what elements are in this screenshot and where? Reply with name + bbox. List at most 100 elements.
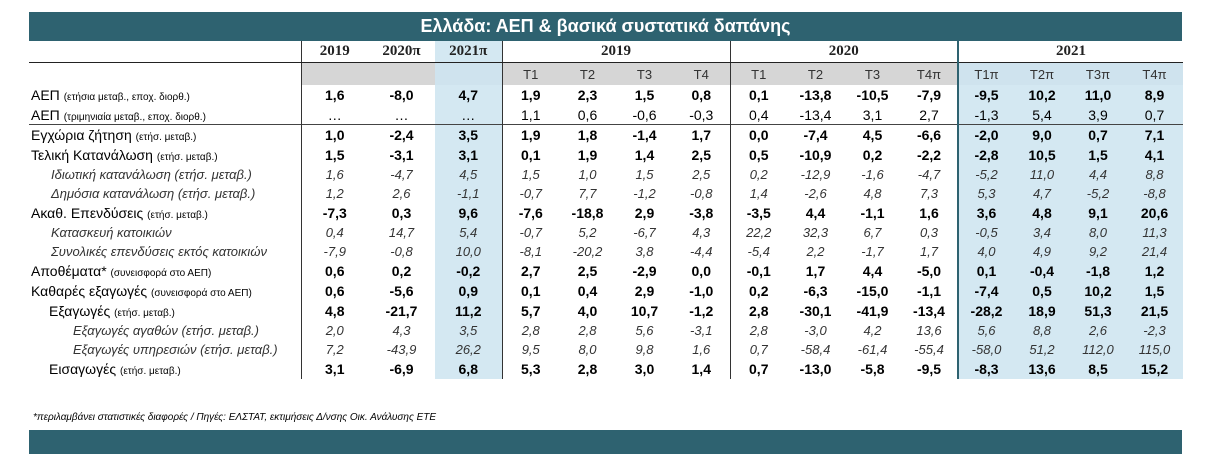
table-cell: 0,0 [691,263,711,279]
quarter-header: Τ2 [559,62,616,85]
table-cell: 5,6 [957,321,1014,340]
table-cell: 9,2 [1070,242,1126,261]
row-label-text: Κατασκευή κατοικιών [51,225,172,240]
table-cell: 1,7 [919,244,939,259]
table-cell: 0,3 [391,205,412,221]
table-cell: 6,8 [435,359,502,379]
table-cell: -41,9 [856,303,889,319]
row-label-text: Τελική Κατανάλωση [31,147,153,163]
table-row: Καθαρές εξαγωγές (συνεισφορά στο ΑΕΠ) 0,6… [29,281,1183,301]
row-label-note: (συνεισφορά στο ΑΕΠ) [151,288,252,299]
quarter-header: Τ4 [673,62,730,85]
table-cell: 4,4 [805,205,826,221]
row-label: Εισαγωγές (ετήσ. μεταβ.) [29,359,301,379]
table-cell: -4,7 [917,167,941,182]
year-group-header: 2021 [957,41,1183,63]
row-label: Εγχώρια ζήτηση (ετήσ. μεταβ.) [29,124,301,145]
table-cell: 2,8 [729,321,787,340]
table-cell: 2,3 [577,87,598,103]
table-cell: 4,5 [435,165,502,184]
table-cell: … [435,105,502,125]
table-row: Συνολικές επενδύσεις εκτός κατοικιών -7,9… [29,242,1183,261]
table-cell: 2,7 [919,106,939,123]
table-cell: 4,4 [1070,165,1126,184]
table-cell: 1,9 [577,147,598,163]
quarter-header: Τ4π [1126,62,1183,85]
table-cell: 3,8 [635,244,654,259]
row-label: Τελική Κατανάλωση (ετήσ. μεταβ.) [29,145,301,165]
table-cell: -7,9 [300,242,368,261]
table-cell: 0,1 [501,145,559,165]
table-cell: -1,4 [616,124,673,145]
row-label: ΑΕΠ (τριμηνιαία μεταβ., εποχ. διορθ.) [29,105,301,125]
table-cell: -5,0 [916,263,942,279]
table-cell: 2,9 [634,205,655,221]
table-cell: 26,2 [435,340,502,359]
table-frame: Ελλάδα: ΑΕΠ & βασικά συστατικά δαπάνης 2… [29,12,1183,454]
row-label-text: Συνολικές επενδύσεις εκτός κατοικιών [51,244,267,259]
table-cell: -7,4 [787,124,844,145]
table-cell: -5,2 [957,165,1014,184]
table-cell: 1,8 [559,124,616,145]
quarter-header: Τ1 [501,62,559,85]
table-cell: 4,5 [844,124,901,145]
table-cell: 1,0 [578,167,597,182]
table-cell: -7,4 [957,281,1014,301]
table-cell: 1,5 [1126,281,1183,301]
row-label-text: Εισαγωγές [49,361,117,377]
table-cell: 2,7 [501,261,559,281]
table-row: Δημόσια κατανάλωση (ετήσ. μεταβ.) 1,2 2,6 -… [29,184,1183,203]
table-cell: -9,5 [916,361,942,377]
footnote: *περιλαμβάνει στατιστικές διαφορές / Πηγ… [33,412,437,423]
row-label-text: ΑΕΠ [31,87,60,103]
table-cell: -2,3 [1126,321,1183,340]
table-row: Ιδιωτική κατανάλωση (ετήσ. μεταβ.) 1,6 -4,… [29,165,1183,184]
table-cell: -0,7 [501,223,559,242]
table-cell: -21,7 [385,303,418,319]
table-cell: 5,6 [635,323,654,338]
row-label-text: Ακαθ. Επενδύσεις [31,205,144,221]
table-cell: -1,0 [689,283,714,299]
table-cell: 0,1 [957,261,1014,281]
table-cell: -5,2 [1070,184,1126,203]
table-body: ΑΕΠ (ετήσια μεταβ., εποχ. διορθ.) 1,6 -8,0… [29,85,1183,379]
table-cell: -2,4 [368,124,435,145]
table-cell: -3,8 [689,205,714,221]
table-cell: 0,2 [729,165,787,184]
table-cell: -43,9 [386,342,417,357]
table-cell: 0,1 [501,281,559,301]
table-cell: 2,5 [577,263,598,279]
table-cell: 5,7 [501,301,559,321]
table-cell: 0,5 [729,145,787,165]
table-cell: 22,2 [729,223,787,242]
table-cell: -6,3 [803,283,828,299]
table-cell: 11,0 [1070,85,1126,105]
row-label-note: (συνεισφορά στο ΑΕΠ) [110,268,212,279]
row-label-note: (ετήσ. μεταβ.) [156,152,218,163]
table-cell: -4,7 [390,167,413,182]
table-cell: -58,0 [957,340,1014,359]
table-cell: 14,7 [388,225,415,240]
table-cell: 0,6 [300,281,368,301]
table-cell: 2,6 [392,186,411,201]
table-cell: 0,2 [391,263,412,279]
table-cell: -6,6 [901,124,958,145]
table-cell: 21,5 [1126,301,1183,321]
table-cell: 2,0 [300,321,368,340]
row-label: Καθαρές εξαγωγές (συνεισφορά στο ΑΕΠ) [29,281,301,301]
table-cell: 11,2 [435,301,502,321]
row-label: Κατασκευή κατοικιών [29,223,301,242]
table-cell: 1,4 [691,361,711,377]
table-cell: 11,3 [1126,223,1183,242]
table-cell: -2,0 [957,124,1014,145]
table-cell: -5,8 [860,361,885,377]
year-group-header: 2019 [501,41,730,63]
table-cell: 9,5 [501,340,559,359]
table-cell: 15,2 [1126,359,1183,379]
table-cell: 1,5 [634,87,655,103]
table-cell: … [394,106,409,123]
table-cell: 0,7 [1070,124,1126,145]
row-label-note: (ετήσ. μεταβ.) [120,366,181,377]
table-cell: -1,7 [861,244,884,259]
table-cell: -5,6 [389,283,414,299]
